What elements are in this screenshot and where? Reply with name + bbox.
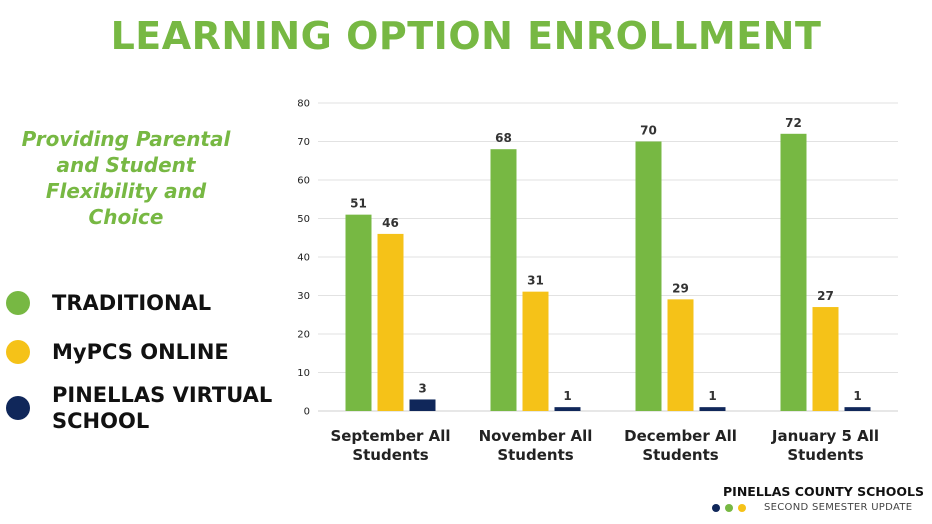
legend-swatch-mypcs-online — [6, 340, 30, 364]
subtitle-line: and Student — [56, 153, 196, 177]
footer-brand: PINELLAS COUNTY SCHOOLS — [723, 484, 924, 499]
data-label: 1 — [708, 389, 716, 403]
x-tick-label: Students — [787, 446, 863, 464]
bar — [812, 307, 839, 411]
bar — [377, 233, 404, 411]
bar — [667, 299, 694, 411]
x-tick-label: Students — [642, 446, 718, 464]
data-label: 72 — [785, 116, 802, 130]
footer-dots — [712, 504, 746, 512]
footer-dot — [712, 504, 720, 512]
data-label: 27 — [817, 289, 834, 303]
x-tick-label: December All — [624, 427, 737, 445]
subtitle-line: Choice — [88, 205, 164, 229]
y-tick-label: 40 — [297, 253, 310, 264]
bar — [844, 407, 871, 411]
bar — [554, 407, 581, 411]
x-tick-label: November All — [479, 427, 593, 445]
y-tick-label: 30 — [297, 291, 310, 302]
y-tick-label: 0 — [304, 407, 310, 418]
data-label: 1 — [853, 389, 861, 403]
legend-item-pinellas-virtual-school: PINELLAS VIRTUAL SCHOOL — [6, 382, 292, 434]
legend-label-traditional: TRADITIONAL — [52, 291, 212, 315]
data-label: 3 — [418, 381, 426, 395]
bar — [409, 399, 436, 411]
x-tick-label: January 5 All — [771, 427, 879, 445]
bar — [490, 149, 517, 411]
data-label: 51 — [350, 197, 367, 211]
legend-item-mypcs-online: MyPCS ONLINE — [6, 339, 292, 365]
legend-label-mypcs-online: MyPCS ONLINE — [52, 340, 229, 364]
bar — [699, 407, 726, 411]
footer-subtitle: SECOND SEMESTER UPDATE — [764, 502, 913, 513]
bar — [780, 133, 807, 412]
y-tick-label: 70 — [297, 137, 310, 148]
bar — [522, 291, 549, 411]
chart-title: LEARNING OPTION ENROLLMENT — [110, 14, 822, 58]
x-tick-label: Students — [352, 446, 428, 464]
data-label: 1 — [563, 389, 571, 403]
data-label: 68 — [495, 131, 512, 145]
x-tick-label: Students — [497, 446, 573, 464]
bar — [345, 214, 372, 411]
y-tick-label: 50 — [297, 214, 310, 225]
subtitle-line: Providing Parental — [21, 127, 231, 151]
y-tick-label: 10 — [297, 368, 310, 379]
x-tick-label: September All — [330, 427, 450, 445]
legend-label-pinellas-virtual-school: PINELLAS VIRTUAL SCHOOL — [52, 383, 273, 433]
data-label: 29 — [672, 281, 689, 295]
subtitle: Providing Parental and Student Flexibili… — [10, 126, 242, 230]
y-tick-label: 80 — [297, 99, 310, 110]
data-label: 46 — [382, 216, 399, 230]
bar — [635, 141, 662, 411]
footer-dot — [725, 504, 733, 512]
legend-item-traditional: TRADITIONAL — [6, 290, 292, 316]
footer-dot — [738, 504, 746, 512]
data-label: 70 — [640, 124, 657, 138]
legend-swatch-pinellas-virtual-school — [6, 396, 30, 420]
data-label: 31 — [527, 274, 544, 288]
y-tick-label: 20 — [297, 330, 310, 341]
y-tick-label: 60 — [297, 176, 310, 187]
subtitle-line: Flexibility and — [45, 179, 207, 203]
legend-swatch-traditional — [6, 291, 30, 315]
